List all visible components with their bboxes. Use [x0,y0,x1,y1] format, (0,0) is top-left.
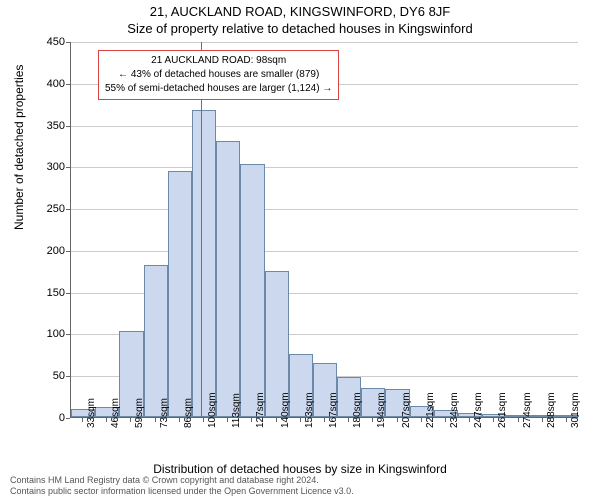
x-tick-mark [227,418,228,422]
x-tick-mark [542,418,543,422]
x-tick-mark [276,418,277,422]
y-tick-mark [66,418,70,419]
footer: Contains HM Land Registry data © Crown c… [10,475,354,498]
x-tick-label: 167sqm [328,424,339,428]
chart-container: 21, AUCKLAND ROAD, KINGSWINFORD, DY6 8JF… [0,0,600,500]
bar [240,164,264,417]
y-tick-label: 450 [47,36,65,48]
y-tick-label: 400 [47,78,65,90]
x-tick-mark [469,418,470,422]
y-tick-label: 200 [47,245,65,257]
gridline [71,209,578,210]
x-tick-label: 274sqm [522,424,533,428]
x-tick-mark [421,418,422,422]
x-tick-mark [130,418,131,422]
x-tick-mark [179,418,180,422]
x-tick-mark [397,418,398,422]
x-tick-mark [155,418,156,422]
bar [168,171,192,417]
y-tick-label: 0 [59,412,65,424]
x-tick-label: 59sqm [134,424,145,428]
bar [192,110,216,417]
x-tick-mark [251,418,252,422]
footer-line-1: Contains HM Land Registry data © Crown c… [10,475,354,487]
x-tick-label: 247sqm [473,424,484,428]
x-tick-mark [106,418,107,422]
annotation-line-1: 21 AUCKLAND ROAD: 98sqm [105,54,332,68]
x-tick-mark [518,418,519,422]
gridline [71,126,578,127]
chart-title-sub: Size of property relative to detached ho… [0,19,600,36]
x-tick-label: 113sqm [231,424,242,428]
x-tick-label: 86sqm [183,424,194,428]
x-tick-label: 100sqm [207,424,218,428]
x-tick-mark [348,418,349,422]
x-tick-label: 261sqm [497,424,508,428]
gridline [71,251,578,252]
x-tick-label: 46sqm [110,424,121,428]
bar [216,141,240,417]
x-tick-label: 153sqm [304,424,315,428]
annotation-line-3: 55% of semi-detached houses are larger (… [105,82,332,96]
x-tick-mark [300,418,301,422]
x-tick-label: 301sqm [570,424,581,428]
y-tick-label: 50 [53,370,65,382]
x-tick-label: 180sqm [352,424,363,428]
annotation-box: 21 AUCKLAND ROAD: 98sqm ← 43% of detache… [98,50,339,100]
gridline [71,42,578,43]
x-tick-label: 288sqm [546,424,557,428]
annotation-line-2: ← 43% of detached houses are smaller (87… [105,68,332,82]
x-tick-label: 194sqm [376,424,387,428]
x-tick-mark [203,418,204,422]
chart-title-main: 21, AUCKLAND ROAD, KINGSWINFORD, DY6 8JF [0,0,600,19]
y-tick-label: 300 [47,161,65,173]
x-tick-label: 221sqm [425,424,436,428]
x-tick-mark [324,418,325,422]
x-tick-label: 127sqm [255,424,266,428]
x-tick-mark [372,418,373,422]
x-tick-mark [445,418,446,422]
gridline [71,167,578,168]
y-tick-label: 100 [47,328,65,340]
y-tick-label: 250 [47,203,65,215]
x-tick-label: 33sqm [86,424,97,428]
y-tick-label: 150 [47,287,65,299]
y-tick-label: 350 [47,120,65,132]
x-tick-mark [493,418,494,422]
y-axis-label: Number of detached properties [12,65,26,230]
x-tick-label: 207sqm [401,424,412,428]
x-tick-label: 73sqm [159,424,170,428]
x-tick-mark [82,418,83,422]
x-tick-mark [566,418,567,422]
x-tick-label: 234sqm [449,424,460,428]
footer-line-2: Contains public sector information licen… [10,486,354,498]
x-tick-label: 140sqm [280,424,291,428]
bar [144,265,168,417]
